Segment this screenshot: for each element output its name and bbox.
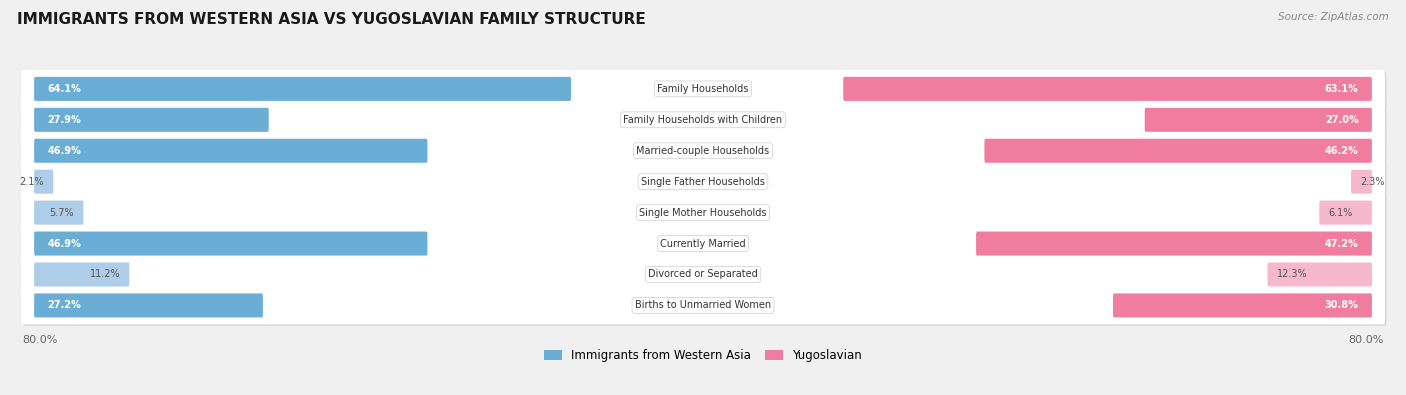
FancyBboxPatch shape [34, 262, 129, 286]
FancyBboxPatch shape [984, 139, 1372, 163]
Text: Family Households: Family Households [658, 84, 748, 94]
Text: Single Mother Households: Single Mother Households [640, 208, 766, 218]
Text: Divorced or Separated: Divorced or Separated [648, 269, 758, 280]
FancyBboxPatch shape [976, 231, 1372, 256]
FancyBboxPatch shape [22, 226, 1386, 264]
FancyBboxPatch shape [22, 164, 1386, 202]
Text: Source: ZipAtlas.com: Source: ZipAtlas.com [1278, 12, 1389, 22]
Text: 47.2%: 47.2% [1324, 239, 1358, 248]
Text: 64.1%: 64.1% [48, 84, 82, 94]
Text: 80.0%: 80.0% [1348, 335, 1384, 345]
Text: Currently Married: Currently Married [661, 239, 745, 248]
Text: 46.2%: 46.2% [1324, 146, 1358, 156]
Text: Family Households with Children: Family Households with Children [623, 115, 783, 125]
FancyBboxPatch shape [1144, 108, 1372, 132]
FancyBboxPatch shape [21, 225, 1385, 263]
Text: 46.9%: 46.9% [48, 239, 82, 248]
Text: Births to Unmarried Women: Births to Unmarried Women [636, 301, 770, 310]
Text: 12.3%: 12.3% [1277, 269, 1308, 280]
FancyBboxPatch shape [1319, 201, 1372, 225]
Text: 63.1%: 63.1% [1324, 84, 1358, 94]
FancyBboxPatch shape [34, 139, 427, 163]
FancyBboxPatch shape [21, 101, 1385, 139]
FancyBboxPatch shape [21, 132, 1385, 170]
FancyBboxPatch shape [1351, 170, 1372, 194]
FancyBboxPatch shape [1114, 293, 1372, 318]
FancyBboxPatch shape [844, 77, 1372, 101]
FancyBboxPatch shape [34, 170, 53, 194]
FancyBboxPatch shape [21, 256, 1385, 293]
Text: 30.8%: 30.8% [1324, 301, 1358, 310]
FancyBboxPatch shape [22, 195, 1386, 233]
FancyBboxPatch shape [1268, 262, 1372, 286]
Text: 80.0%: 80.0% [22, 335, 58, 345]
Text: 2.3%: 2.3% [1360, 177, 1385, 187]
Text: 5.7%: 5.7% [49, 208, 75, 218]
FancyBboxPatch shape [34, 293, 263, 318]
FancyBboxPatch shape [34, 231, 427, 256]
Text: 27.0%: 27.0% [1324, 115, 1358, 125]
Text: Single Father Households: Single Father Households [641, 177, 765, 187]
FancyBboxPatch shape [34, 108, 269, 132]
Text: 27.2%: 27.2% [48, 301, 82, 310]
Text: 46.9%: 46.9% [48, 146, 82, 156]
FancyBboxPatch shape [34, 201, 83, 225]
FancyBboxPatch shape [21, 286, 1385, 324]
FancyBboxPatch shape [21, 70, 1385, 108]
Text: 6.1%: 6.1% [1329, 208, 1353, 218]
Text: Married-couple Households: Married-couple Households [637, 146, 769, 156]
FancyBboxPatch shape [22, 71, 1386, 109]
FancyBboxPatch shape [21, 163, 1385, 201]
FancyBboxPatch shape [22, 257, 1386, 295]
FancyBboxPatch shape [22, 102, 1386, 140]
FancyBboxPatch shape [34, 77, 571, 101]
Text: 11.2%: 11.2% [90, 269, 120, 280]
Text: 2.1%: 2.1% [20, 177, 44, 187]
Text: IMMIGRANTS FROM WESTERN ASIA VS YUGOSLAVIAN FAMILY STRUCTURE: IMMIGRANTS FROM WESTERN ASIA VS YUGOSLAV… [17, 12, 645, 27]
Legend: Immigrants from Western Asia, Yugoslavian: Immigrants from Western Asia, Yugoslavia… [540, 346, 866, 366]
FancyBboxPatch shape [22, 288, 1386, 326]
FancyBboxPatch shape [22, 133, 1386, 171]
FancyBboxPatch shape [21, 194, 1385, 231]
Text: 27.9%: 27.9% [48, 115, 82, 125]
